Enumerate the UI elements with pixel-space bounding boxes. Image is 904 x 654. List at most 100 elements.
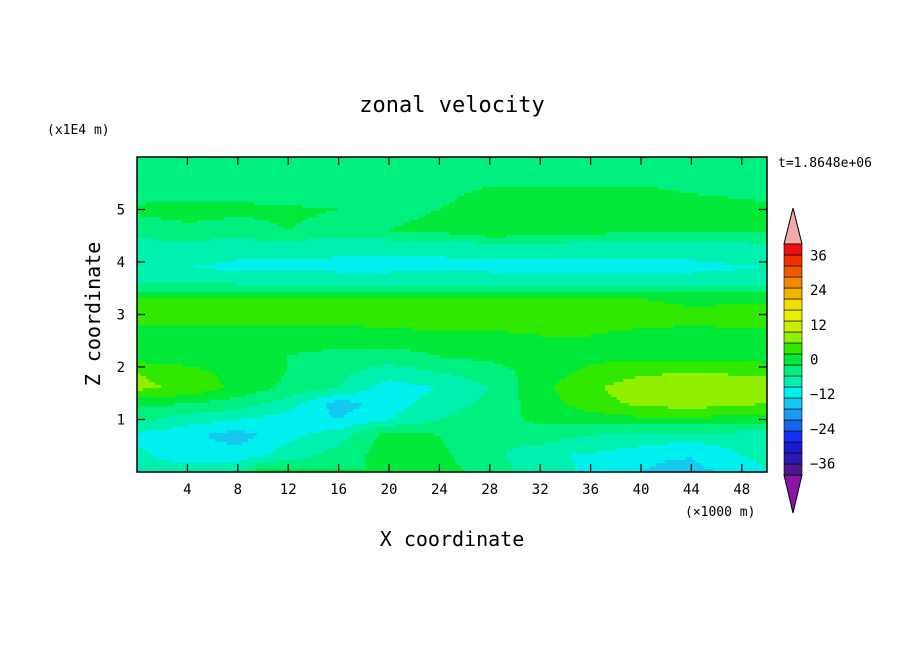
field-cell: [731, 214, 735, 218]
field-cell: [557, 166, 561, 170]
field-cell: [317, 178, 321, 182]
field-cell: [329, 205, 333, 209]
field-cell: [710, 178, 714, 182]
field-cell: [350, 187, 354, 191]
field-cell: [467, 181, 471, 185]
field-cell: [323, 169, 327, 173]
field-cell: [431, 214, 435, 218]
field-cell: [503, 157, 507, 161]
field-cell: [701, 211, 705, 215]
field-cell: [701, 193, 705, 197]
field-cell: [254, 196, 258, 200]
field-cell: [467, 199, 471, 203]
field-cell: [593, 202, 597, 206]
field-cell: [347, 205, 351, 209]
field-cell: [416, 211, 420, 215]
field-cell: [413, 175, 417, 179]
field-cell: [143, 184, 147, 188]
field-cell: [515, 187, 519, 191]
field-cell: [737, 196, 741, 200]
field-cell: [206, 178, 210, 182]
field-cell: [560, 178, 564, 182]
field-cell: [143, 205, 147, 209]
field-cell: [521, 157, 525, 161]
field-cell: [152, 199, 156, 203]
field-cell: [740, 172, 744, 176]
field-cell: [584, 178, 588, 182]
field-cell: [140, 184, 144, 188]
field-cell: [191, 160, 195, 164]
field-cell: [248, 205, 252, 209]
field-cell: [386, 214, 390, 218]
field-cell: [608, 160, 612, 164]
field-cell: [533, 184, 537, 188]
field-cell: [446, 175, 450, 179]
field-cell: [704, 169, 708, 173]
field-cell: [158, 202, 162, 206]
field-cell: [653, 202, 657, 206]
field-cell: [293, 178, 297, 182]
field-cell: [410, 160, 414, 164]
field-cell: [221, 178, 225, 182]
field-cell: [482, 190, 486, 194]
field-cell: [491, 160, 495, 164]
field-cell: [389, 160, 393, 164]
field-cell: [302, 160, 306, 164]
field-cell: [332, 187, 336, 191]
field-cell: [596, 157, 600, 161]
field-cell: [203, 199, 207, 203]
field-cell: [152, 205, 156, 209]
field-cell: [548, 157, 552, 161]
field-cell: [374, 214, 378, 218]
field-cell: [161, 187, 165, 191]
field-cell: [611, 199, 615, 203]
field-cell: [299, 214, 303, 218]
field-cell: [263, 166, 267, 170]
field-cell: [497, 157, 501, 161]
field-cell: [221, 211, 225, 215]
field-cell: [326, 169, 330, 173]
field-cell: [641, 214, 645, 218]
field-cell: [509, 208, 513, 212]
field-cell: [341, 187, 345, 191]
field-cell: [143, 157, 147, 161]
field-cell: [200, 214, 204, 218]
field-cell: [599, 208, 603, 212]
field-cell: [167, 169, 171, 173]
field-cell: [701, 205, 705, 209]
field-cell: [575, 208, 579, 212]
field-cell: [707, 181, 711, 185]
field-cell: [284, 172, 288, 176]
field-cell: [158, 211, 162, 215]
field-cell: [155, 199, 159, 203]
field-cell: [464, 208, 468, 212]
field-cell: [755, 181, 759, 185]
field-cell: [737, 163, 741, 167]
field-cell: [563, 199, 567, 203]
field-cell: [230, 199, 234, 203]
field-cell: [686, 160, 690, 164]
field-cell: [353, 169, 357, 173]
field-cell: [434, 175, 438, 179]
field-cell: [635, 175, 639, 179]
field-cell: [164, 199, 168, 203]
field-cell: [731, 178, 735, 182]
field-cell: [218, 175, 222, 179]
field-cell: [557, 214, 561, 218]
field-cell: [584, 214, 588, 218]
field-cell: [170, 184, 174, 188]
field-cell: [761, 169, 765, 173]
field-cell: [665, 163, 669, 167]
field-cell: [149, 157, 153, 161]
field-cell: [569, 169, 573, 173]
field-cell: [464, 169, 468, 173]
field-cell: [158, 217, 162, 221]
field-cell: [326, 178, 330, 182]
field-cell: [572, 172, 576, 176]
field-cell: [524, 187, 528, 191]
field-cell: [521, 199, 525, 203]
field-cell: [596, 181, 600, 185]
field-cell: [524, 184, 528, 188]
field-cell: [392, 208, 396, 212]
field-cell: [653, 160, 657, 164]
